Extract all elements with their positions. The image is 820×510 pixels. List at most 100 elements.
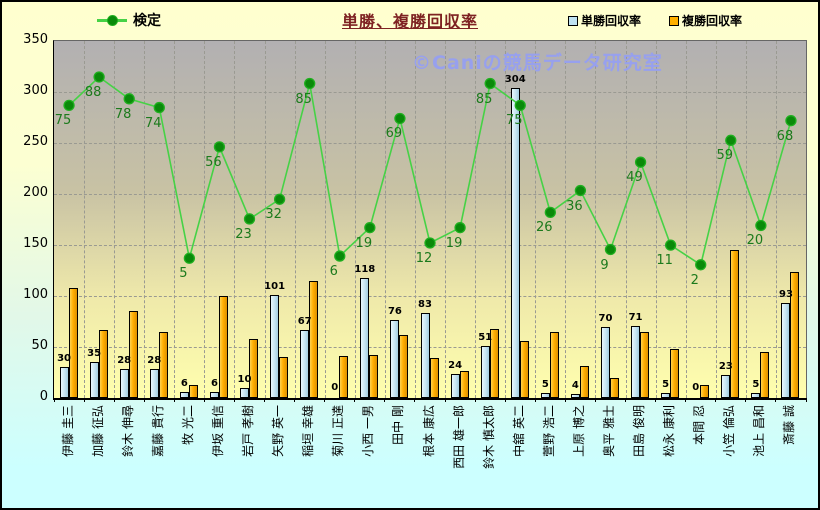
line-value-label: 2 [690, 272, 699, 288]
axis-tick [294, 398, 296, 402]
bar-fukusho [640, 331, 650, 398]
category-label: 根本 康広 [421, 405, 436, 457]
bar-value-label: 101 [264, 280, 286, 292]
bar-fukusho [609, 377, 619, 398]
category-label: 牧 光二 [180, 405, 195, 445]
axis-tick [53, 398, 55, 402]
line-value-label: 75 [505, 113, 523, 129]
gridline-vertical [354, 41, 356, 398]
bar-fukusho [760, 352, 770, 398]
tansho-swatch-icon [568, 15, 578, 26]
legend-fukusho-label: 複勝回収率 [682, 14, 743, 28]
line-value-label: 12 [415, 250, 433, 266]
bar-fukusho [158, 331, 168, 398]
bar-tansho [300, 329, 310, 398]
fukusho-swatch-icon [669, 15, 680, 26]
line-value-label: 85 [295, 91, 312, 107]
axis-tick [173, 398, 175, 402]
kentei-marker [63, 99, 75, 112]
bar-tansho [450, 373, 460, 398]
axis-tick [143, 398, 145, 402]
axis-tick [594, 398, 596, 402]
line-value-label: 36 [566, 198, 583, 214]
kentei-marker [93, 71, 105, 83]
bar-fukusho [279, 357, 289, 398]
kentei-marker [604, 243, 617, 256]
y-tick-label: 200 [23, 185, 48, 200]
category-label: 田島 俊明 [632, 405, 647, 457]
kentei-marker-icon [107, 14, 118, 26]
axis-tick [474, 398, 476, 402]
line-value-label: 20 [746, 233, 764, 249]
axis-tick [775, 398, 777, 402]
kentei-marker [273, 193, 286, 205]
bar-value-label: 28 [147, 355, 162, 367]
bar-value-label: 5 [662, 378, 670, 390]
bar-fukusho [700, 384, 710, 398]
bar-tansho [751, 392, 761, 398]
category-label: 菊川 正達 [331, 405, 346, 457]
bar-tansho [119, 369, 129, 398]
kentei-marker [785, 115, 797, 127]
line-value-label: 11 [656, 253, 673, 269]
bar-value-label: 93 [778, 289, 793, 301]
legend-kentei: 検定 [97, 10, 161, 30]
gridline-horizontal [54, 296, 806, 297]
bar-fukusho [98, 329, 108, 398]
bar-value-label: 6 [180, 377, 188, 389]
bar-value-label: 28 [117, 355, 132, 367]
axis-tick [715, 398, 717, 402]
chart-title: 単勝、複勝回収率 [341, 12, 478, 31]
bar-tansho [600, 326, 610, 398]
category-label: 斎藤 誠 [782, 405, 797, 445]
bar-value-label: 83 [418, 299, 432, 311]
bar-fukusho [399, 334, 409, 398]
bar-fukusho [429, 358, 439, 398]
bar-fukusho [790, 271, 800, 398]
kentei-marker [454, 222, 466, 234]
bar-tansho [179, 391, 189, 398]
category-label: 岩戸 孝樹 [241, 405, 256, 457]
line-value-label: 19 [355, 235, 373, 251]
gridline-vertical [174, 41, 176, 398]
bar-tansho [360, 277, 370, 398]
gridline-vertical [204, 41, 206, 398]
bar-tansho [59, 367, 69, 398]
line-value-label: 75 [54, 113, 72, 129]
bar-tansho [510, 87, 520, 398]
gridline-horizontal [54, 92, 806, 93]
gridline-horizontal [54, 143, 806, 144]
category-label: 本間 忍 [692, 405, 707, 445]
bar-fukusho [459, 371, 469, 398]
bar-fukusho [369, 355, 379, 398]
bar-fukusho [218, 296, 228, 398]
bar-value-label: 67 [297, 315, 312, 327]
kentei-marker [755, 219, 767, 232]
gridline-vertical [685, 41, 687, 398]
y-tick-label: 350 [23, 32, 48, 47]
gridline-vertical [384, 41, 386, 398]
axis-tick [805, 398, 807, 402]
gridline-vertical [234, 41, 236, 398]
legend-fukusho: 複勝回収率 [669, 12, 742, 29]
gridline-vertical [144, 41, 146, 398]
line-value-label: 49 [626, 170, 643, 186]
category-label: 上原 博之 [571, 405, 586, 457]
y-tick-label: 150 [23, 236, 48, 251]
line-value-label: 56 [205, 154, 222, 170]
bar-tansho [631, 325, 641, 398]
kentei-marker [364, 222, 376, 234]
bar-value-label: 71 [628, 311, 643, 323]
category-label: 田中 剛 [391, 405, 406, 445]
kentei-marker [153, 101, 165, 114]
category-label: 鈴木 伸尋 [120, 405, 135, 457]
axis-tick [504, 398, 506, 402]
axis-tick [83, 398, 85, 402]
bar-fukusho [579, 366, 589, 398]
bar-tansho [149, 369, 159, 398]
bar-value-label: 118 [354, 263, 376, 275]
bar-fukusho [128, 311, 138, 398]
line-value-label: 85 [475, 91, 493, 107]
axis-tick [384, 398, 386, 402]
